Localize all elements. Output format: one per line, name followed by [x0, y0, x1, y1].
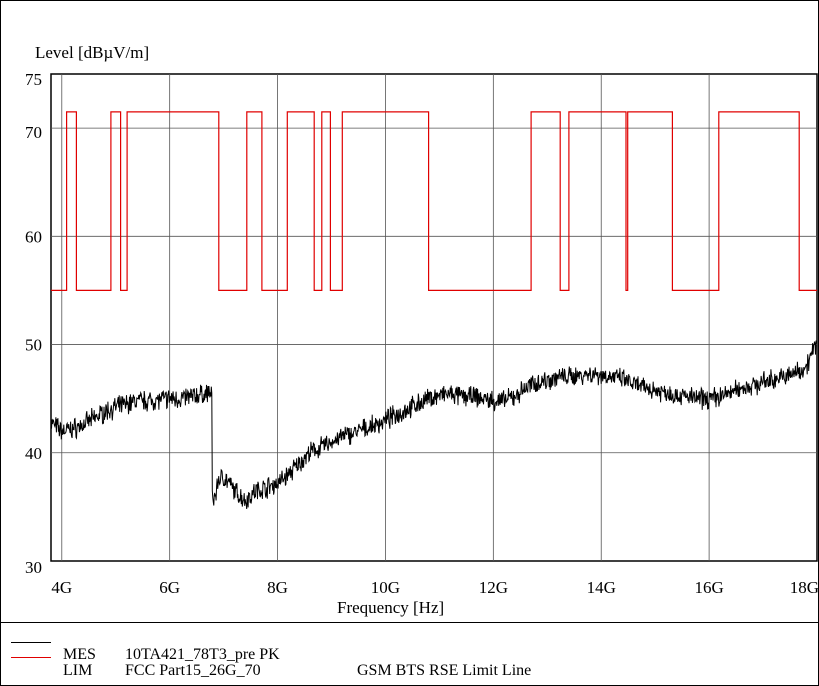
legend-extra-lim: GSM BTS RSE Limit Line: [357, 662, 532, 679]
y-tick-label-40: 40: [25, 444, 42, 463]
legend-text-lim: FCC Part15_26G_70: [125, 662, 261, 679]
legend-text-mes: 10TA421_78T3_pre PK: [125, 646, 280, 663]
chart-canvas: 30 40 50 60 70 75 4G 6G 8G 10G 12G 14G 16G 18G: [25, 70, 818, 597]
x-tick-label-6G: 6G: [159, 578, 180, 597]
legend-key-lim: LIM: [63, 662, 93, 679]
x-ticks: 4G 6G 8G 10G 12G 14G 16G 18G: [51, 578, 818, 597]
x-tick-label-16G: 16G: [694, 578, 723, 597]
series-lim-line: [51, 111, 817, 291]
legend-separator: [1, 622, 818, 623]
y-tick-label-60: 60: [25, 227, 42, 246]
legend-line-mes: [11, 642, 51, 643]
series-mes-trace: [50, 340, 818, 510]
legend-line-lim: [11, 657, 51, 658]
x-axis-label: Frequency [Hz]: [337, 598, 445, 617]
grid: [51, 74, 817, 561]
y-ticks: 30 40 50 60 70 75: [25, 70, 42, 577]
legend-key-mes: MES: [63, 646, 96, 663]
y-tick-label-50: 50: [25, 336, 42, 355]
y-tick-label-75: 75: [25, 70, 42, 89]
y-tick-label-70: 70: [25, 123, 42, 142]
x-tick-label-12G: 12G: [479, 578, 508, 597]
plot-area: [50, 73, 818, 562]
x-tick-label-14G: 14G: [587, 578, 616, 597]
y-axis-label: Level [dBµV/m]: [35, 43, 150, 62]
x-tick-label-4G: 4G: [51, 578, 72, 597]
series-layer: [50, 111, 818, 510]
x-tick-label-8G: 8G: [267, 578, 288, 597]
x-tick-label-10G: 10G: [371, 578, 400, 597]
y-tick-label-30: 30: [25, 558, 42, 577]
x-tick-label-18G: 18G: [790, 578, 818, 597]
